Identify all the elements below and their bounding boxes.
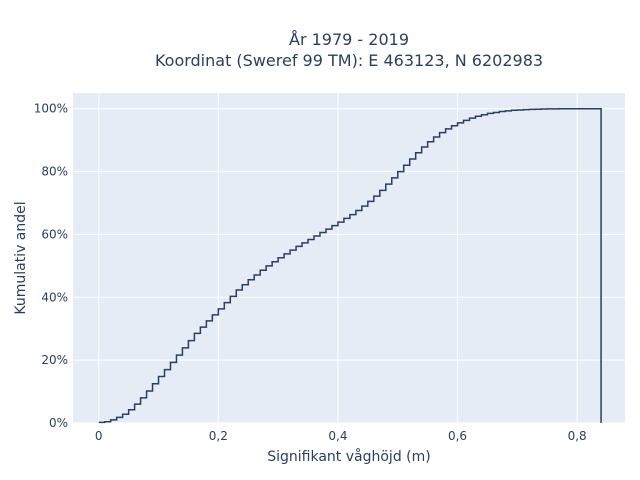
y-axis-title: Kumulativ andel bbox=[13, 201, 29, 314]
chart-title-line-2: Koordinat (Sweref 99 TM): E 463123, N 62… bbox=[155, 51, 543, 70]
x-axis-title: Signifikant våghöjd (m) bbox=[267, 448, 430, 465]
x-tick-label-2: 0,4 bbox=[328, 429, 347, 443]
grid bbox=[73, 93, 625, 424]
y-axis-ticks: 0% 20% 40% 60% 80% 100% bbox=[34, 102, 68, 430]
y-tick-label-2: 40% bbox=[41, 290, 68, 304]
x-tick-label-1: 0,2 bbox=[209, 429, 228, 443]
x-tick-label-4: 0,8 bbox=[568, 429, 587, 443]
plot-background bbox=[73, 93, 625, 423]
y-tick-label-1: 20% bbox=[41, 353, 68, 367]
chart-title-line-1: År 1979 - 2019 bbox=[289, 30, 409, 49]
y-tick-label-0: 0% bbox=[49, 416, 68, 430]
x-axis-ticks: 0 0,2 0,4 0,6 0,8 bbox=[95, 429, 587, 443]
series bbox=[98, 107, 602, 424]
y-tick-label-3: 60% bbox=[41, 227, 68, 241]
x-tick-label-0: 0 bbox=[95, 429, 103, 443]
y-tick-label-5: 100% bbox=[34, 102, 68, 116]
x-tick-label-3: 0,6 bbox=[448, 429, 467, 443]
cumulative-step-line bbox=[98, 107, 602, 424]
y-tick-label-4: 80% bbox=[41, 165, 68, 179]
